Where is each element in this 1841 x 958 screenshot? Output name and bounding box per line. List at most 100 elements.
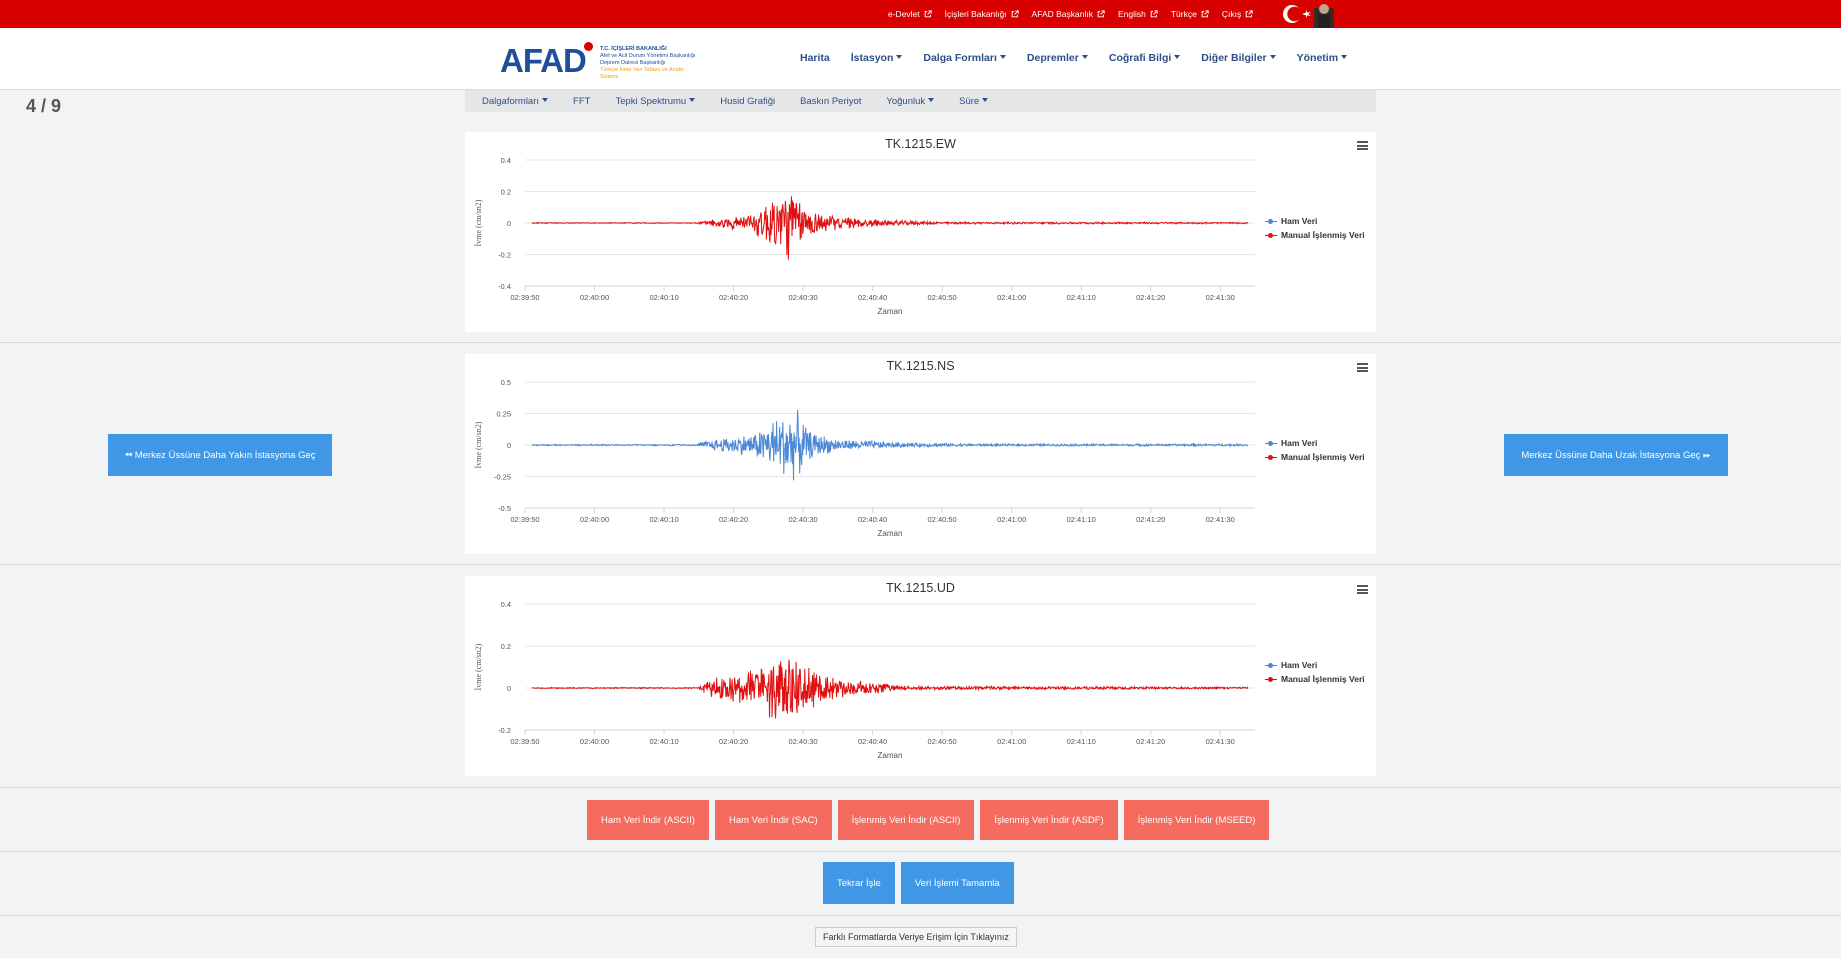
nav-item[interactable]: İstasyon [851,52,903,64]
top-link[interactable]: Çıkış [1222,9,1253,19]
waveform-chart[interactable]: 0.4 0.2 0 -0.2 02:39:50 02:40:00 02:40:10 02:40… [465,576,1376,776]
top-links: e-Devlet İçişleri Bakanlığı AFAD Başkanlık… [888,0,1253,28]
legend-item[interactable]: Manual İşlenmiş Veri [1265,450,1375,464]
other-formats-link[interactable]: Farklı Formatlarda Veriye Erişim İçin Tı… [815,927,1017,947]
legend-item[interactable]: Ham Veri [1265,658,1375,672]
chart-title: TK.1215.EW [885,137,956,151]
x-tick-label: 02:40:20 [719,737,748,746]
nav-item[interactable]: Coğrafi Bilgi [1109,52,1180,64]
chart-card: TK.1215.EW 0.4 0.2 0 -0.2 -0.4 02:39:50 02:40:… [465,132,1376,332]
logo-wordmark: AFAD [500,42,587,79]
x-tick-label: 02:40:30 [788,293,817,302]
top-link[interactable]: e-Devlet [888,9,932,19]
nav-item[interactable]: Harita [800,52,830,64]
x-tick-label: 02:40:00 [580,515,609,524]
chart-section-ud: TK.1215.UD 0.4 0.2 0 -0.2 02:39:50 02:40:00 02… [0,565,1841,788]
download-buttons: Ham Veri İndir (ASCII) Ham Veri İndir (SA… [587,800,1270,840]
x-tick-label: 02:39:50 [510,515,539,524]
x-tick-label: 02:39:50 [510,737,539,746]
chart-card: TK.1215.UD 0.4 0.2 0 -0.2 02:39:50 02:40:00 02… [465,576,1376,776]
logo-red-dot [584,42,593,51]
complete-processing-button[interactable]: Veri İşlemi Tamamla [900,862,1014,904]
x-tick-label: 02:41:30 [1206,515,1235,524]
nav-item[interactable]: Depremler [1027,52,1088,64]
x-tick-label: 02:41:10 [1067,293,1096,302]
legend-label: Ham Veri [1281,216,1318,226]
external-link-icon [1245,10,1253,18]
nav-item[interactable]: Dalga Formları [923,52,1006,64]
nav-item[interactable]: Yönetim [1297,52,1347,64]
top-link-label: Çıkış [1221,9,1242,19]
station-counter: 4 / 9 [26,96,62,116]
subnav-item[interactable]: Dalgaformları [482,96,548,107]
top-link[interactable]: İçişleri Bakanlığı [945,9,1019,19]
y-tick-label: 0 [507,441,511,450]
y-tick-label: -0.5 [498,504,511,513]
legend-item[interactable]: Manual İşlenmiş Veri [1265,228,1375,242]
legend-marker-icon [1265,217,1277,225]
waveform-series [531,196,1249,260]
y-tick-label: 0.25 [496,410,511,419]
y-axis-label: İvme (cm/sn2) [474,643,483,690]
hamburger-menu-icon[interactable] [1357,585,1368,595]
hamburger-menu-icon[interactable] [1357,363,1368,373]
top-link[interactable]: English [1118,9,1158,19]
download-section [0,788,1841,852]
legend-item[interactable]: Manual İşlenmiş Veri [1265,672,1375,686]
action-buttons: Tekrar İşle Veri İşlemi Tamamla [823,862,1014,904]
legend-item[interactable]: Ham Veri [1265,436,1375,450]
top-link[interactable]: Türkçe [1171,9,1209,19]
x-axis-label: Zaman [878,529,903,538]
subnav-item[interactable]: FFT [573,95,591,107]
x-tick-label: 02:41:10 [1067,515,1096,524]
x-tick-label: 02:40:50 [928,737,957,746]
reprocess-button[interactable]: Tekrar İşle [823,862,895,904]
waveform-chart[interactable]: 0.4 0.2 0 -0.2 -0.4 02:39:50 02:40:00 02:40:10 0… [465,132,1376,332]
download-button[interactable]: İşlenmiş Veri İndir (MSEED) [1123,800,1270,840]
x-tick-label: 02:41:00 [997,515,1026,524]
x-tick-label: 02:41:10 [1067,737,1096,746]
subnav-item[interactable]: Husid Grafiği [720,95,776,107]
y-tick-label: -0.25 [494,473,511,482]
download-button[interactable]: Ham Veri İndir (SAC) [714,800,832,840]
x-tick-label: 02:40:10 [649,515,678,524]
subnav-item[interactable]: Tepki Spektrumu [615,96,695,107]
x-tick-label: 02:41:20 [1136,737,1165,746]
x-tick-label: 02:40:30 [788,515,817,524]
farther-station-button[interactable]: Merkez Üssüne Daha Uzak İstasyona Geç ⏩︎ [1504,434,1728,476]
closer-station-button[interactable]: ⏪︎ Merkez Üssüne Daha Yakın İstasyona Ge… [108,434,332,476]
y-tick-label: 0 [507,684,511,693]
afad-logo[interactable]: AFAD T.C. İÇİŞLERİ BAKANLIĞI Afet ve Aci… [500,40,700,80]
legend-label: Manual İşlenmiş Veri [1281,674,1365,684]
waveform-chart[interactable]: 0.5 0.25 0 -0.25 -0.5 02:39:50 02:40:00 02:40:1… [465,354,1376,554]
download-button[interactable]: İşlenmiş Veri İndir (ASDF) [980,800,1118,840]
y-tick-label: 0.2 [501,642,511,651]
top-link[interactable]: AFAD Başkanlık [1032,9,1105,19]
chart-legend: Ham Veri Manual İşlenmiş Veri [1265,436,1375,464]
subnav-item[interactable]: Süre [959,96,988,107]
legend-label: Ham Veri [1281,438,1318,448]
x-tick-label: 02:39:50 [510,293,539,302]
legend-label: Ham Veri [1281,660,1318,670]
turkish-flag-icon [1272,0,1338,28]
chart-section-ew: TK.1215.EW 0.4 0.2 0 -0.2 -0.4 02:39:50 02:40:… [0,112,1841,343]
y-tick-label: 0 [507,219,511,228]
x-tick-label: 02:40:50 [928,293,957,302]
x-tick-label: 02:40:10 [649,293,678,302]
download-button[interactable]: İşlenmiş Veri İndir (ASCII) [837,800,975,840]
x-tick-label: 02:40:30 [788,737,817,746]
download-button[interactable]: Ham Veri İndir (ASCII) [587,800,709,840]
subnav-item[interactable]: Yoğunluk [886,96,934,107]
y-tick-label: -0.4 [498,282,511,291]
waveform-series [532,659,1249,719]
chart-legend: Ham Veri Manual İşlenmiş Veri [1265,214,1375,242]
subnav-item[interactable]: Baskın Periyot [800,95,862,107]
nav-item[interactable]: Diğer Bilgiler [1201,52,1275,64]
legend-item[interactable]: Ham Veri [1265,214,1375,228]
hamburger-menu-icon[interactable] [1357,141,1368,151]
top-link-label: Türkçe [1170,9,1197,19]
x-tick-label: 02:40:40 [858,293,887,302]
chart-legend: Ham Veri Manual İşlenmiş Veri [1265,658,1375,686]
chart-title: TK.1215.NS [886,359,955,373]
external-link-icon [1011,10,1019,18]
